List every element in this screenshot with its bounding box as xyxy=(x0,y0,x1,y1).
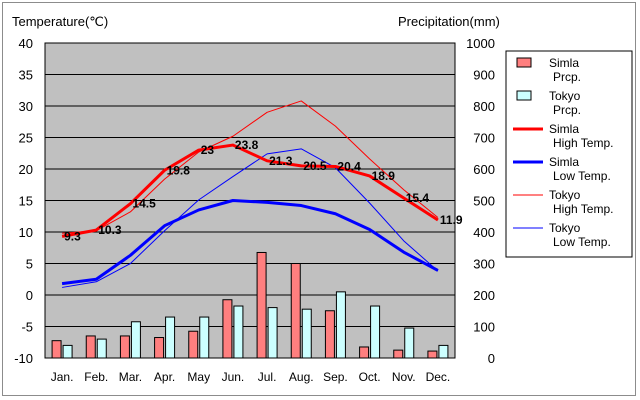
bar-simla-prcp- xyxy=(222,299,233,359)
x-tick-label: Aug. xyxy=(289,370,314,384)
data-label: 18.9 xyxy=(372,169,396,183)
bar-simla-prcp- xyxy=(324,310,335,359)
legend-label: Tokyo xyxy=(549,221,581,235)
right-tick-label: 200 xyxy=(473,288,495,303)
legend-label: Prcp. xyxy=(553,103,581,117)
right-tick-label: 500 xyxy=(473,194,495,209)
data-label: 21.3 xyxy=(269,154,293,168)
bar-tokyo-prcp- xyxy=(165,316,176,359)
data-label: 11.9 xyxy=(440,213,463,227)
left-tick-label: 35 xyxy=(19,68,33,83)
bar-tokyo-prcp- xyxy=(335,291,346,359)
data-labels: 9.3 10.3 14.5 19.8 23 23.8 21.3 20.5 20.4 18.9 15.… xyxy=(64,138,463,243)
bar-simla-prcp- xyxy=(188,330,199,359)
bar-simla-prcp- xyxy=(359,346,370,359)
data-label: 15.4 xyxy=(406,191,430,205)
right-tick-label: 600 xyxy=(473,162,495,177)
bar-simla-prcp- xyxy=(256,251,267,359)
legend-label: Simla xyxy=(549,122,579,136)
legend-box xyxy=(505,50,633,258)
bar-tokyo-prcp- xyxy=(301,308,312,359)
right-axis-title: Precipitation(mm) xyxy=(398,14,500,29)
legend-swatch xyxy=(516,57,532,68)
x-tick-label: Dec. xyxy=(426,370,451,384)
legend-label: Tokyo xyxy=(549,89,581,103)
x-tick-label: Jan. xyxy=(51,370,74,384)
grid xyxy=(45,74,455,327)
left-tick-label: 0 xyxy=(26,288,33,303)
line-simla-high-temp- xyxy=(61,143,439,238)
right-tick-label: 0 xyxy=(488,351,495,366)
legend-label: High Temp. xyxy=(553,136,613,150)
bar-simla-prcp- xyxy=(427,350,438,359)
bar-tokyo-prcp- xyxy=(62,344,73,359)
bar-tokyo-prcp- xyxy=(199,316,210,359)
legend-label: Prcp. xyxy=(553,70,581,84)
right-tick-label: 800 xyxy=(473,99,495,114)
x-tick-label: Sep. xyxy=(323,370,348,384)
x-tick-label: Nov. xyxy=(392,370,416,384)
left-tick-label: 5 xyxy=(26,257,33,272)
bar-tokyo-prcp- xyxy=(130,321,141,359)
left-tick-label: 10 xyxy=(19,225,33,240)
data-label: 20.5 xyxy=(303,159,327,173)
bar-tokyo-prcp- xyxy=(233,305,244,359)
x-tick-label: Mar. xyxy=(119,370,142,384)
left-tick-label: 30 xyxy=(19,99,33,114)
line-tokyo-low-temp- xyxy=(62,148,439,288)
line-simla-low-temp- xyxy=(61,199,439,286)
left-tick-label: -10 xyxy=(14,351,33,366)
legend-label: Simla xyxy=(549,56,579,70)
left-tick-label: 20 xyxy=(19,162,33,177)
line-tokyo-high-temp- xyxy=(62,100,439,234)
bars xyxy=(51,251,449,359)
lines xyxy=(61,100,439,288)
data-label: 10.3 xyxy=(98,223,122,237)
bar-simla-prcp- xyxy=(85,335,96,359)
data-label: 23.8 xyxy=(235,138,259,152)
bar-simla-prcp- xyxy=(290,263,301,359)
legend-label: Simla xyxy=(549,155,579,169)
data-label: 20.4 xyxy=(337,159,361,173)
left-tick-label: 40 xyxy=(19,36,33,51)
right-tick-label: 100 xyxy=(473,320,495,335)
legend-label: High Temp. xyxy=(553,202,613,216)
x-tick-label: May xyxy=(187,370,210,384)
right-tick-label: 400 xyxy=(473,225,495,240)
data-label: 23 xyxy=(201,143,215,157)
left-axis-title: Temperature(℃) xyxy=(12,14,108,29)
x-tick-label: Jul. xyxy=(258,370,277,384)
data-label: 14.5 xyxy=(132,197,156,211)
bar-simla-prcp- xyxy=(119,335,130,359)
right-tick-label: 300 xyxy=(473,257,495,272)
legend-label: Low Temp. xyxy=(553,169,611,183)
left-tick-label: 25 xyxy=(19,131,33,146)
bar-simla-prcp- xyxy=(154,337,165,359)
bar-tokyo-prcp- xyxy=(96,338,107,359)
right-tick-label: 900 xyxy=(473,68,495,83)
legend-label: Low Temp. xyxy=(553,235,611,249)
bar-tokyo-prcp- xyxy=(404,327,415,359)
data-label: 19.8 xyxy=(167,163,191,177)
bar-simla-prcp- xyxy=(51,340,62,359)
bar-simla-prcp- xyxy=(393,349,404,359)
bar-tokyo-prcp- xyxy=(438,344,449,359)
legend-label: Tokyo xyxy=(549,188,581,202)
x-tick-label: Feb. xyxy=(84,370,108,384)
x-tick-label: Jun. xyxy=(222,370,245,384)
x-tick-label: Oct. xyxy=(359,370,381,384)
left-tick-label: 15 xyxy=(19,194,33,209)
data-label: 9.3 xyxy=(64,229,81,243)
axes: 4035302520151050-5-101000900800700600500… xyxy=(14,36,495,384)
bar-tokyo-prcp- xyxy=(267,307,278,359)
legend-swatch xyxy=(516,90,532,101)
x-tick-label: Apr. xyxy=(154,370,175,384)
right-tick-label: 1000 xyxy=(466,36,495,51)
bar-tokyo-prcp- xyxy=(370,305,381,359)
right-tick-label: 700 xyxy=(473,131,495,146)
left-tick-label: -5 xyxy=(21,320,33,335)
